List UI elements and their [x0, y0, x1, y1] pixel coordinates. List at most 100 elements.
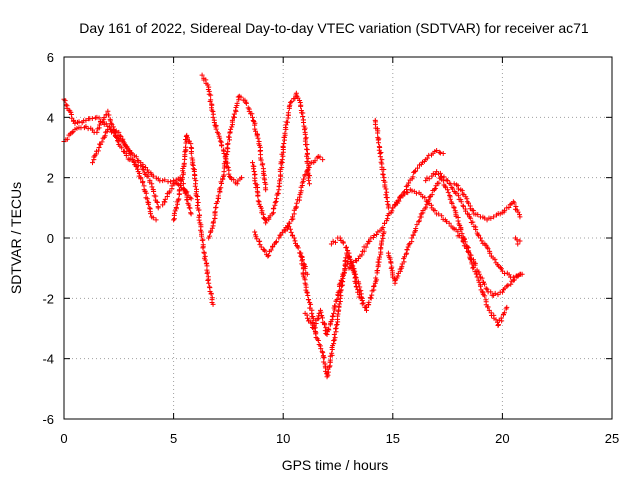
- data-point: [499, 268, 505, 274]
- data-point: [351, 271, 357, 277]
- y-tick-label: 6: [47, 50, 54, 65]
- data-point: [287, 102, 293, 108]
- data-point: [383, 186, 389, 192]
- data-point: [455, 186, 461, 192]
- data-point: [303, 135, 309, 141]
- data-point: [332, 303, 338, 309]
- data-point: [279, 157, 285, 163]
- data-point: [245, 105, 251, 111]
- data-point: [375, 140, 381, 146]
- data-point: [147, 205, 153, 211]
- data-point: [295, 245, 301, 251]
- data-point: [484, 286, 490, 292]
- data-point: [103, 121, 109, 127]
- data-point: [96, 145, 102, 150]
- data-point: [379, 238, 385, 244]
- data-point: [162, 177, 168, 183]
- data-point: [389, 208, 395, 214]
- data-point: [211, 119, 217, 125]
- data-point: [371, 232, 377, 238]
- data-point: [304, 142, 310, 148]
- data-point: [64, 136, 70, 142]
- data-point: [190, 166, 196, 172]
- data-point: [205, 277, 211, 283]
- data-point: [62, 98, 68, 104]
- series-track-t: [513, 235, 523, 247]
- data-point: [492, 290, 498, 296]
- data-point: [291, 235, 297, 241]
- y-tick-label: -2: [42, 291, 54, 306]
- data-point: [127, 151, 133, 157]
- data-point: [434, 148, 440, 154]
- data-point: [423, 178, 429, 184]
- data-point: [449, 200, 455, 206]
- data-point: [458, 199, 464, 205]
- data-point: [119, 137, 125, 143]
- data-point: [401, 254, 407, 260]
- data-point: [377, 154, 383, 160]
- data-point: [173, 205, 179, 211]
- data-point: [519, 271, 525, 277]
- data-point: [347, 258, 353, 264]
- data-point: [470, 208, 476, 214]
- data-point: [300, 266, 306, 272]
- data-point: [183, 144, 189, 150]
- data-point: [220, 176, 226, 182]
- data-point: [280, 143, 286, 149]
- data-point: [273, 240, 279, 246]
- data-point: [182, 190, 188, 196]
- data-point: [183, 188, 189, 194]
- data-point: [76, 119, 82, 125]
- data-point: [196, 207, 202, 213]
- data-point: [289, 99, 295, 105]
- data-point: [154, 200, 160, 206]
- data-point: [488, 215, 494, 221]
- data-point: [288, 229, 294, 235]
- data-point: [100, 119, 106, 125]
- data-point: [275, 190, 281, 196]
- data-point: [301, 176, 307, 182]
- data-point: [168, 179, 174, 185]
- data-point: [353, 280, 359, 286]
- data-point: [416, 218, 422, 224]
- series-track-f: [199, 72, 245, 187]
- data-point: [320, 157, 326, 163]
- data-point: [409, 235, 415, 241]
- data-point: [273, 239, 279, 245]
- data-point: [118, 134, 124, 140]
- data-point: [506, 205, 512, 211]
- data-point: [196, 217, 202, 223]
- data-point: [477, 235, 483, 241]
- data-point: [199, 237, 205, 243]
- data-point: [321, 322, 327, 328]
- data-point: [403, 251, 409, 257]
- data-point: [162, 196, 168, 202]
- data-point: [510, 274, 516, 280]
- data-point: [250, 160, 256, 166]
- data-point: [510, 199, 516, 205]
- data-point: [95, 148, 101, 154]
- data-point: [317, 154, 323, 160]
- data-point: [315, 337, 321, 343]
- data-point: [179, 175, 185, 181]
- data-point: [439, 173, 444, 179]
- data-point: [250, 117, 256, 123]
- data-point: [384, 189, 390, 195]
- data-point: [221, 151, 227, 157]
- data-point: [473, 227, 479, 233]
- data-point: [261, 247, 267, 253]
- data-point: [413, 225, 419, 231]
- data-point: [459, 188, 465, 194]
- series-track-m: [328, 229, 387, 313]
- data-point: [218, 185, 224, 191]
- data-point: [455, 218, 461, 224]
- data-point: [278, 232, 284, 238]
- data-point: [517, 214, 523, 220]
- data-points: [61, 72, 525, 380]
- data-point: [492, 256, 498, 262]
- data-point: [455, 183, 461, 189]
- data-point: [255, 198, 261, 204]
- series-track-r: [423, 169, 525, 280]
- data-point: [479, 289, 485, 295]
- data-point: [445, 178, 451, 184]
